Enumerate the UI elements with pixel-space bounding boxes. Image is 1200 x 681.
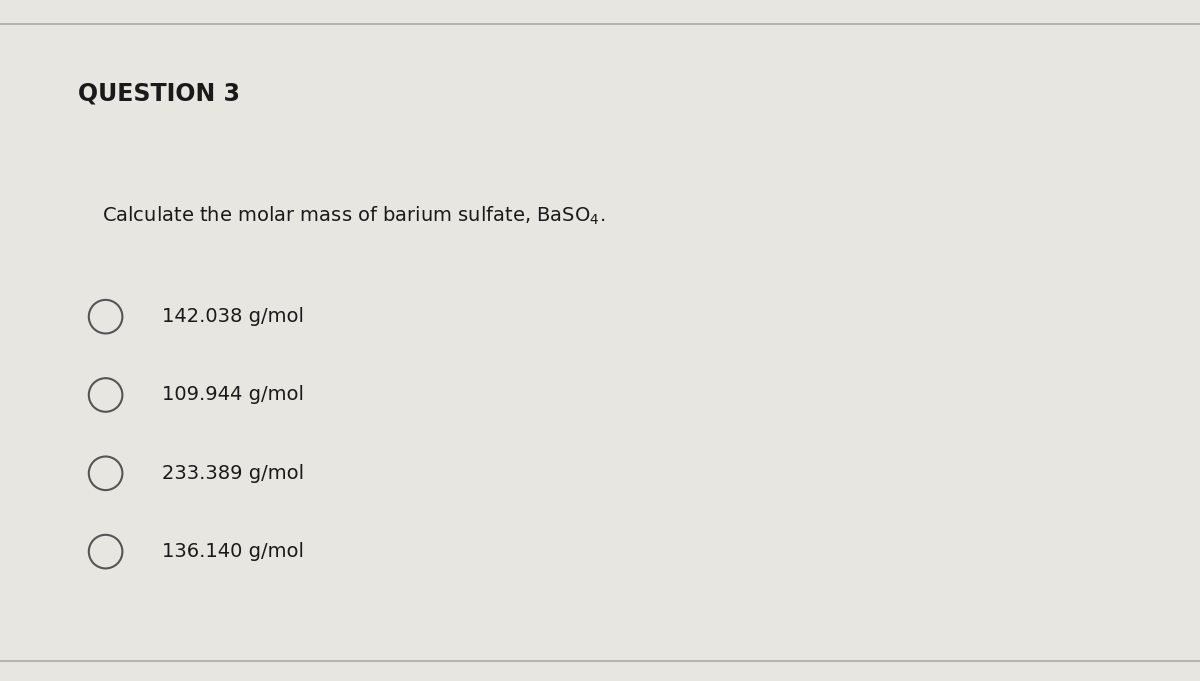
Text: QUESTION 3: QUESTION 3 [78, 82, 240, 106]
Text: 109.944 g/mol: 109.944 g/mol [162, 385, 304, 405]
Text: Calculate the molar mass of barium sulfate, BaSO$_4$.: Calculate the molar mass of barium sulfa… [102, 204, 605, 227]
Text: 142.038 g/mol: 142.038 g/mol [162, 307, 304, 326]
Text: 136.140 g/mol: 136.140 g/mol [162, 542, 304, 561]
Text: 233.389 g/mol: 233.389 g/mol [162, 464, 304, 483]
